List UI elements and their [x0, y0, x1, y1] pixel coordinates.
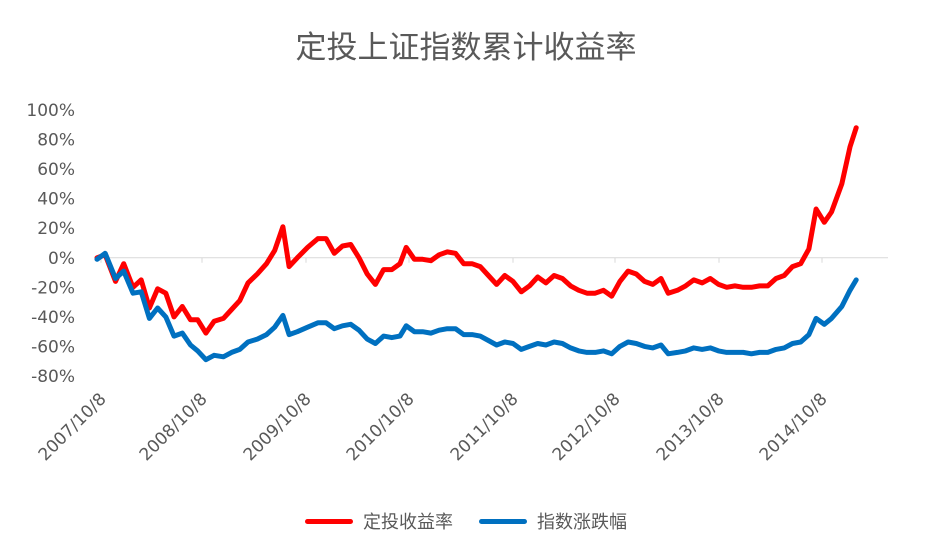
legend-item-dingtou[interactable]: 定投收益率: [305, 508, 453, 534]
x-tick-label: 2013/10/8: [653, 389, 729, 465]
y-tick-label: 20%: [37, 219, 75, 239]
y-tick-label: 40%: [37, 190, 75, 210]
x-tick-label: 2007/10/8: [35, 389, 111, 465]
x-tick-label: 2008/10/8: [136, 389, 212, 465]
y-tick-label: 60%: [37, 160, 75, 180]
series-lines: [94, 125, 859, 363]
legend-label: 定投收益率: [363, 512, 453, 533]
legend-swatch-blue: [479, 518, 527, 524]
y-tick-label: -40%: [31, 308, 75, 328]
y-tick-label: -60%: [31, 337, 75, 357]
y-tick-label: -20%: [31, 278, 75, 298]
y-tick-label: -80%: [31, 367, 75, 387]
series-line-index: [94, 250, 859, 363]
chart-title: 定投上证指数累计收益率: [295, 30, 637, 66]
y-axis-labels: 100% 80% 60% 40% 20% 0% -20% -40% -60% -80%: [26, 101, 75, 387]
x-tick-label: 2009/10/8: [240, 389, 316, 465]
x-tick-label: 2011/10/8: [447, 389, 523, 465]
x-tick-label: 2010/10/8: [343, 389, 419, 465]
legend-swatch-red: [305, 518, 353, 524]
legend: 定投收益率 指数涨跌幅: [0, 508, 932, 534]
y-tick-label: 100%: [26, 101, 75, 121]
x-tick-label: 2014/10/8: [756, 389, 832, 465]
legend-item-index[interactable]: 指数涨跌幅: [479, 508, 627, 534]
line-chart: 100% 80% 60% 40% 20% 0% -20% -40% -60% -80% 2007/…: [26, 101, 888, 465]
legend-label: 指数涨跌幅: [537, 512, 627, 533]
series-line-dingtou: [94, 125, 859, 336]
x-tick-label: 2012/10/8: [549, 389, 625, 465]
y-tick-label: 80%: [37, 131, 75, 151]
axes: [97, 257, 888, 263]
y-tick-label: 0%: [48, 249, 75, 269]
x-axis-labels: 2007/10/8 2008/10/8 2009/10/8 2010/10/8 2011…: [35, 389, 832, 465]
